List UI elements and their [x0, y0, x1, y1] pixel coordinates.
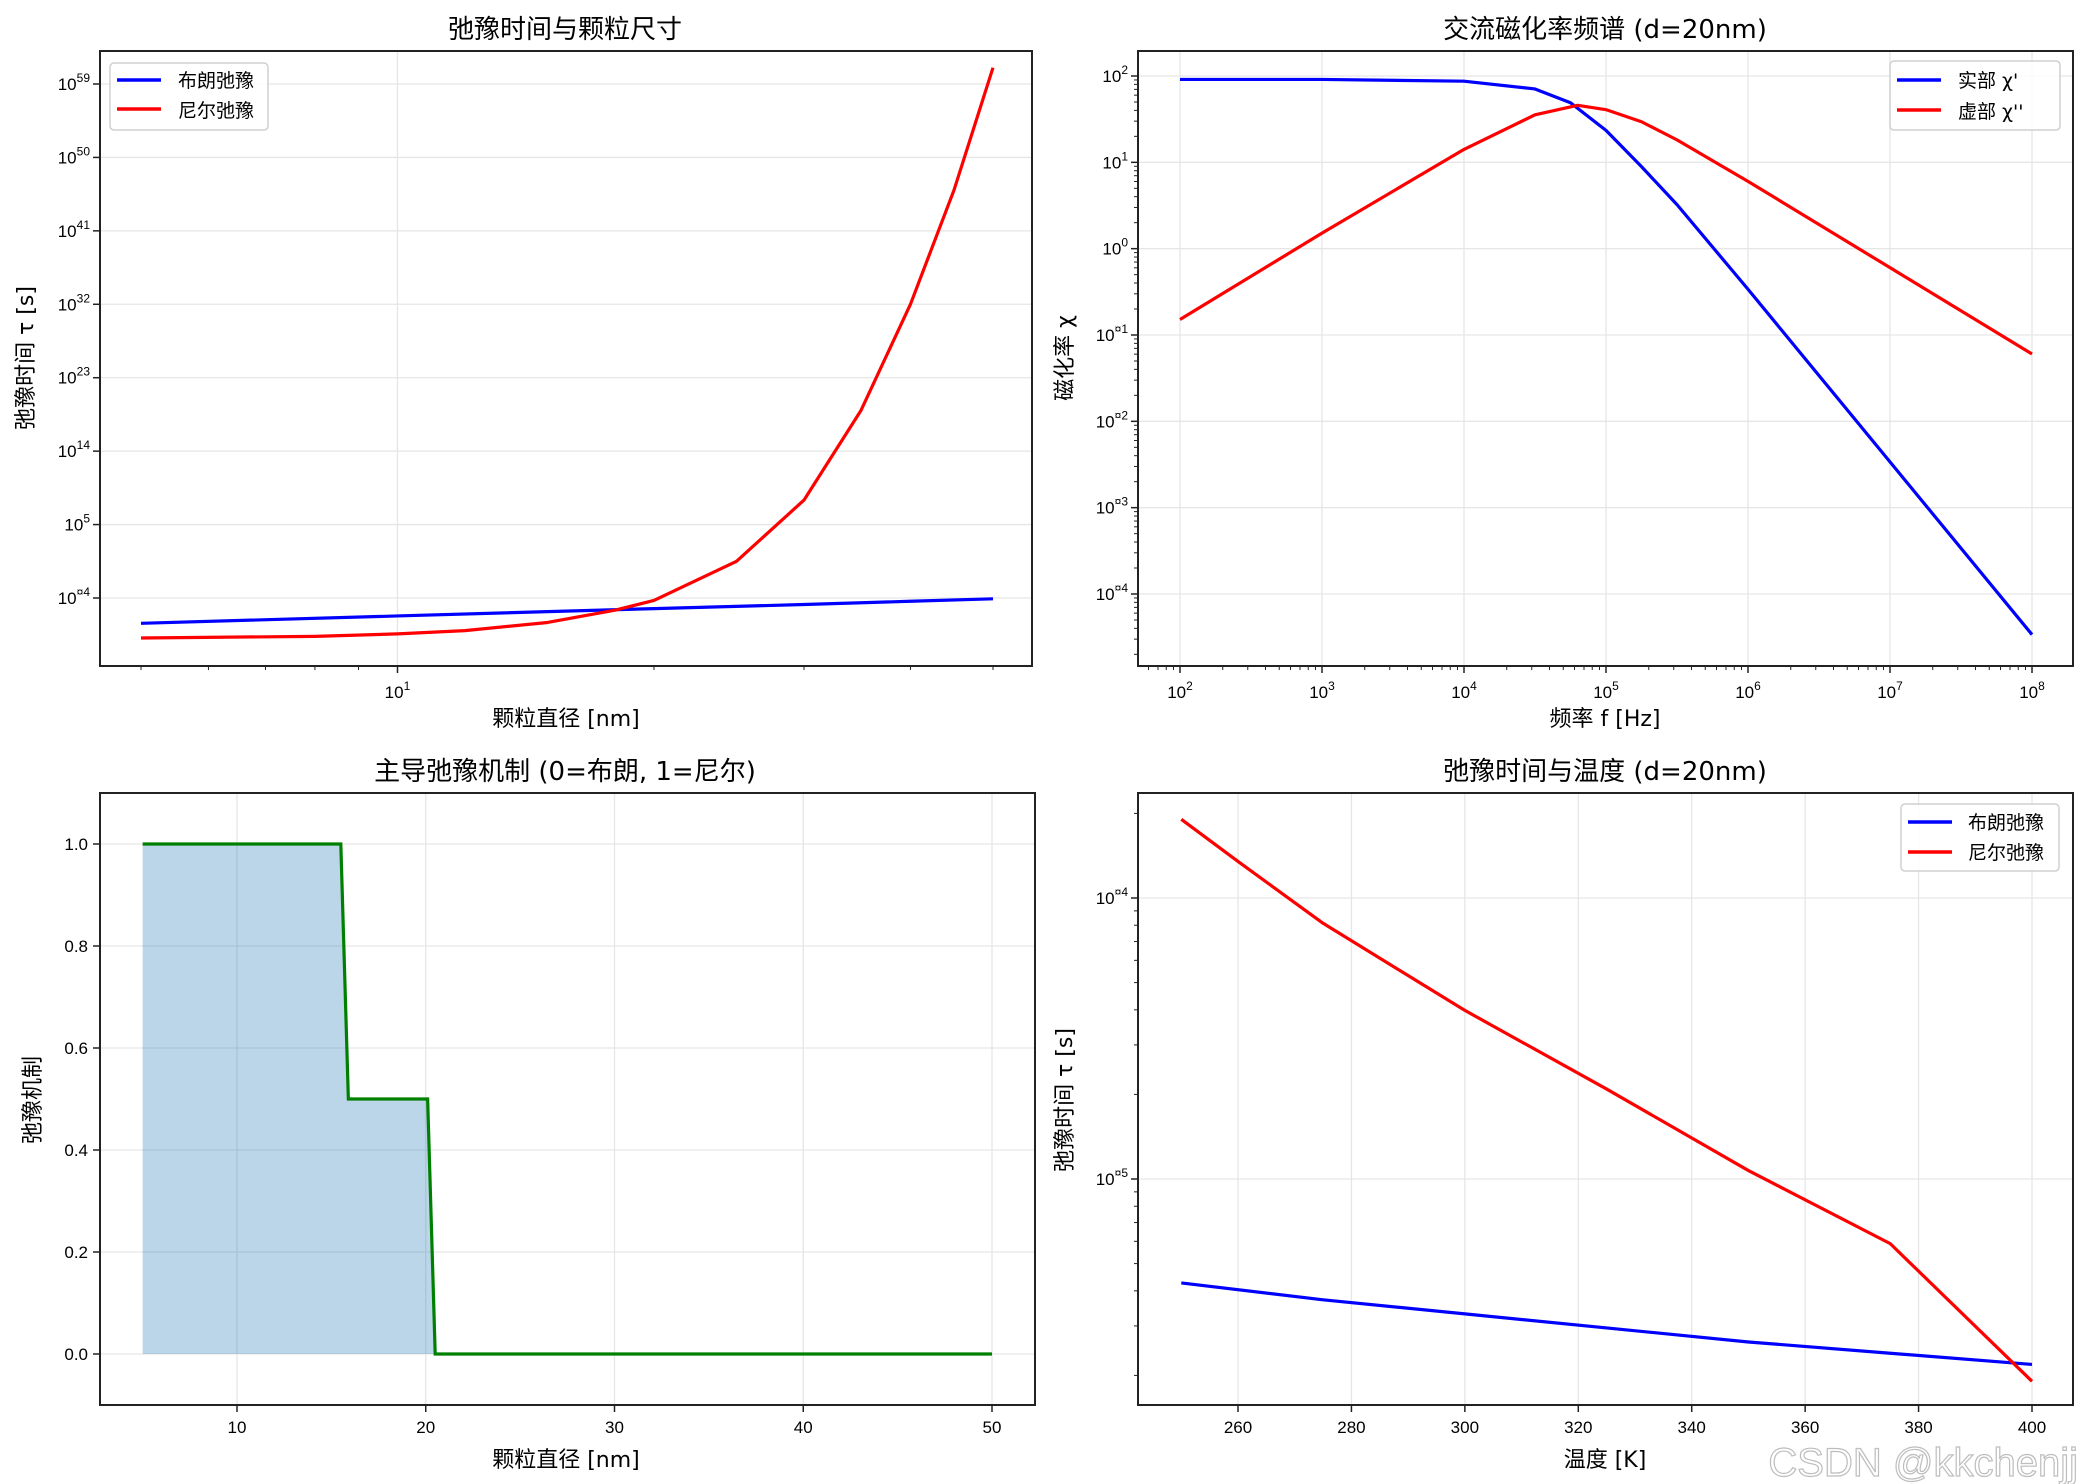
tick-label: 1.0: [64, 835, 88, 854]
x-axis-label: 颗粒直径 [nm]: [492, 707, 640, 732]
series-line: [1180, 818, 2034, 1383]
tick-label: 106: [1735, 679, 1761, 702]
legend: 布朗弛豫 尼尔弛豫: [1900, 803, 2060, 872]
fill-area: [142, 844, 992, 1354]
tick-label: 360: [1791, 1418, 1819, 1437]
subplot-dominant-mechanism: 主导弛豫机制 (0=布朗, 1=尼尔) 10 20 30 40 50 0.0 0.2 0.4 0…: [21, 757, 1036, 1473]
legend-entry-real: 实部 χ': [1958, 70, 2018, 92]
tick-label: 0.8: [64, 937, 88, 956]
series-line: [1179, 103, 2033, 356]
tick-label: 108: [2019, 679, 2045, 702]
tick-label: 300: [1451, 1418, 1479, 1437]
series-line: [140, 67, 995, 640]
tick-label: 380: [1904, 1418, 1932, 1437]
tick-label: 10¤5: [1096, 1166, 1129, 1189]
x-axis-label: 温度 [K]: [1564, 1448, 1647, 1473]
series-line: [1180, 77, 2034, 636]
tick-label: 0.4: [64, 1141, 88, 1160]
tick-label: 10¤3: [1096, 495, 1129, 518]
series-line: [1181, 1281, 2033, 1367]
legend-entry-neel: 尼尔弛豫: [1968, 842, 2044, 864]
y-axis-label: 弛豫机制: [21, 1056, 46, 1144]
tick-label: 280: [1337, 1418, 1365, 1437]
axes-frame: [99, 50, 1033, 667]
tick-label: 0.6: [64, 1039, 88, 1058]
legend-entry-imag: 虚部 χ'': [1958, 101, 2023, 123]
tick-label: 105: [1593, 679, 1619, 702]
chart-title: 主导弛豫机制 (0=布朗, 1=尼尔): [374, 757, 756, 787]
x-axis-label: 频率 f [Hz]: [1550, 707, 1661, 732]
tick-label: 107: [1877, 679, 1903, 702]
legend-entry-neel: 尼尔弛豫: [178, 100, 254, 122]
tick-label: 101: [1102, 149, 1128, 172]
tick-label: 10¤2: [1096, 408, 1129, 431]
tick-label: 100: [1102, 236, 1128, 259]
chart-title: 弛豫时间与颗粒尺寸: [448, 15, 682, 45]
tick-label: 20: [416, 1418, 435, 1437]
tick-label: 260: [1224, 1418, 1252, 1437]
tick-label: 0.2: [64, 1243, 88, 1262]
tick-label: 1059: [58, 71, 91, 94]
tick-label: 400: [2018, 1418, 2046, 1437]
legend-entry-brown: 布朗弛豫: [178, 70, 254, 92]
tick-label: 30: [605, 1418, 624, 1437]
subplot-size-relaxation: 弛豫时间与颗粒尺寸 1059 1050 1041 1032 1023 1014 105 10¤…: [14, 15, 1033, 732]
series-line: [140, 597, 994, 625]
legend: 布朗弛豫 尼尔弛豫: [109, 62, 269, 131]
y-axis-label: 弛豫时间 τ [s]: [1053, 1028, 1078, 1172]
tick-label: 103: [1309, 679, 1335, 702]
legend-entry-brown: 布朗弛豫: [1968, 812, 2044, 834]
chart-title: 交流磁化率频谱 (d=20nm): [1443, 15, 1767, 45]
tick-label: 102: [1102, 63, 1128, 86]
tick-label: 10¤1: [1096, 322, 1129, 345]
tick-label: 0.0: [64, 1345, 88, 1364]
tick-label: 101: [385, 679, 411, 702]
tick-label: 320: [1564, 1418, 1592, 1437]
y-axis-label: 弛豫时间 τ [s]: [14, 286, 39, 430]
tick-label: 1014: [58, 438, 91, 461]
tick-label: 340: [1678, 1418, 1706, 1437]
tick-label: 1032: [58, 291, 91, 314]
x-axis-label: 颗粒直径 [nm]: [492, 1448, 640, 1473]
y-axis-label: 磁化率 χ: [1053, 315, 1078, 401]
tick-label: 10¤4: [1096, 885, 1129, 908]
tick-label: 10: [228, 1418, 247, 1437]
chart-title: 弛豫时间与温度 (d=20nm): [1443, 757, 1767, 787]
tick-label: 1050: [58, 144, 91, 167]
tick-label: 1023: [58, 365, 91, 388]
tick-label: 104: [1451, 679, 1477, 702]
legend: 实部 χ' 虚部 χ'': [1889, 60, 2061, 131]
tick-label: 10¤4: [58, 585, 91, 608]
subplot-temperature-relaxation: 弛豫时间与温度 (d=20nm) 260 280 300 320 340 360 380 40…: [1053, 757, 2074, 1473]
subplot-ac-susceptibility: 交流磁化率频谱 (d=20nm) 102 103 104 105 106 107 108 10…: [1053, 15, 2074, 732]
watermark: CSDN @kkchenjj: [1768, 1441, 2078, 1484]
tick-label: 1041: [58, 218, 91, 241]
tick-label: 105: [64, 512, 90, 535]
tick-label: 50: [983, 1418, 1002, 1437]
axes-frame: [1137, 792, 2074, 1406]
tick-label: 10¤4: [1096, 581, 1129, 604]
series-line: [142, 842, 992, 1356]
tick-label: 40: [794, 1418, 813, 1437]
tick-label: 102: [1167, 679, 1193, 702]
axes-frame: [99, 792, 1036, 1406]
